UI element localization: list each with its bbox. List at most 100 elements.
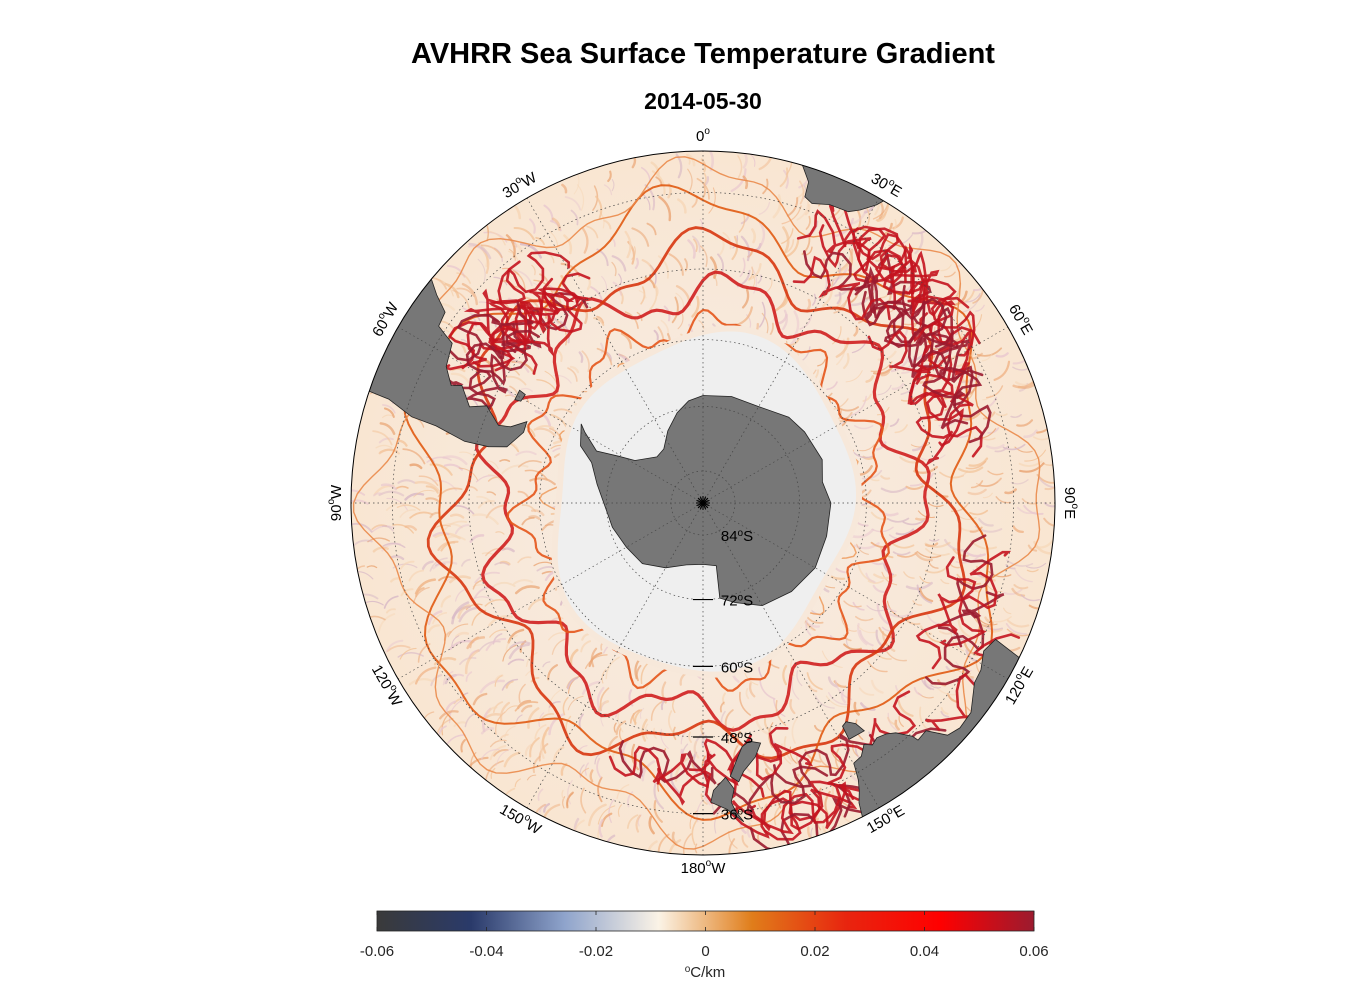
texture-streak	[627, 791, 634, 808]
texture-streak	[452, 673, 464, 678]
texture-streak	[854, 425, 874, 430]
texture-streak	[657, 255, 670, 279]
texture-streak	[979, 619, 998, 626]
texture-streak	[615, 720, 627, 735]
texture-streak	[928, 562, 939, 569]
texture-streak	[856, 543, 869, 555]
front-eddy	[792, 255, 891, 321]
texture-streak	[495, 748, 512, 766]
colorbar-tick-label: 0.06	[1019, 943, 1048, 960]
texture-streak	[418, 475, 439, 486]
texture-streak	[429, 511, 440, 519]
texture-streak	[741, 835, 749, 848]
texture-streak	[1003, 607, 1012, 615]
texture-streak	[631, 227, 650, 247]
texture-streak	[887, 712, 898, 732]
texture-streak	[779, 297, 789, 309]
texture-streak	[784, 239, 800, 258]
texture-streak	[386, 497, 408, 511]
texture-streak	[692, 235, 701, 253]
texture-streak	[408, 677, 435, 686]
front-eddy	[803, 250, 902, 319]
texture-streak	[987, 470, 1004, 476]
texture-streak	[817, 358, 826, 367]
colorbar-tick-label: -0.04	[469, 943, 503, 960]
texture-streak	[1024, 449, 1047, 462]
texture-streak	[649, 283, 658, 311]
texture-streak	[514, 585, 540, 595]
texture-streak	[351, 522, 373, 533]
texture-streak	[840, 690, 847, 704]
texture-streak	[502, 644, 517, 662]
texture-streak	[381, 525, 394, 532]
texture-streak	[850, 395, 867, 416]
texture-streak	[472, 692, 488, 706]
texture-streak	[875, 441, 887, 451]
texture-streak	[956, 348, 976, 368]
texture-streak	[912, 600, 923, 606]
texture-streak	[748, 266, 754, 280]
texture-streak	[925, 542, 939, 548]
texture-streak	[752, 275, 756, 287]
texture-streak	[758, 201, 771, 215]
texture-streak	[653, 782, 664, 810]
texture-streak	[415, 587, 425, 598]
texture-streak	[484, 599, 508, 607]
tasmania-island	[842, 721, 866, 740]
texture-streak	[727, 726, 735, 744]
texture-streak	[975, 304, 985, 312]
texture-streak	[474, 571, 500, 584]
texture-streak	[395, 485, 409, 490]
texture-streak	[858, 687, 875, 696]
texture-streak	[1038, 476, 1055, 489]
texture-streak	[862, 393, 872, 402]
texture-streak	[578, 351, 584, 363]
texture-streak	[479, 679, 505, 694]
texture-streak	[399, 509, 416, 518]
texture-streak	[985, 385, 1004, 399]
texture-streak	[818, 751, 829, 768]
texture-streak	[703, 172, 707, 186]
texture-streak	[653, 329, 659, 341]
texture-streak	[1019, 462, 1045, 473]
texture-streak	[853, 326, 859, 337]
texture-streak	[373, 492, 383, 497]
texture-streak	[956, 573, 982, 585]
colorbar-tick-label: -0.06	[360, 943, 394, 960]
colorbar-tick-label: 0	[701, 943, 709, 960]
texture-streak	[886, 611, 913, 618]
texture-streak	[1044, 481, 1055, 491]
texture-streak	[972, 289, 984, 304]
texture-streak	[940, 710, 950, 718]
texture-streak	[557, 350, 563, 362]
texture-streak	[660, 728, 669, 749]
texture-streak	[1012, 525, 1024, 534]
texture-streak	[672, 698, 676, 714]
texture-streak	[620, 332, 633, 350]
texture-streak	[1013, 584, 1029, 590]
texture-streak	[924, 350, 949, 366]
texture-streak	[553, 746, 565, 763]
texture-streak	[451, 605, 471, 620]
texture-streak	[916, 550, 942, 559]
texture-streak	[567, 695, 584, 711]
texture-streak	[1026, 569, 1039, 573]
texture-streak	[717, 253, 725, 274]
pole-star-ray	[696, 499, 710, 507]
texture-streak	[943, 538, 965, 552]
texture-streak	[455, 631, 470, 638]
texture-streak	[889, 418, 900, 427]
texture-streak	[650, 161, 660, 177]
texture-streak	[903, 571, 915, 579]
texture-streak	[914, 232, 924, 255]
texture-streak	[570, 209, 579, 226]
texture-streak	[895, 528, 915, 536]
texture-streak	[873, 573, 897, 580]
texture-streak	[499, 458, 511, 462]
texture-streak	[877, 384, 892, 396]
texture-streak	[806, 246, 813, 256]
texture-streak	[429, 557, 448, 572]
texture-streak	[567, 367, 578, 382]
texture-streak	[561, 183, 568, 194]
latitude-label: 84oS	[721, 528, 753, 546]
